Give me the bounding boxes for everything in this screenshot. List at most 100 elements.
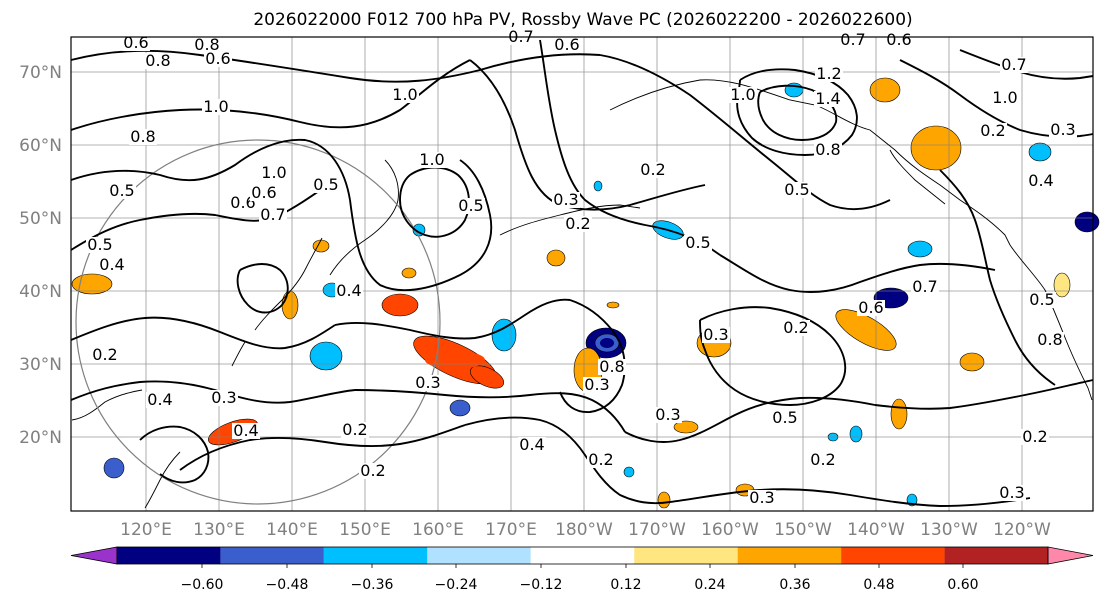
contour-label-bg [122, 35, 150, 51]
colorbar-bin [427, 547, 531, 564]
contour-label-bg [457, 198, 485, 214]
contour-label: 0.7 [840, 30, 865, 49]
lon-label: 170°E [485, 520, 537, 540]
contour-label: 0.6 [858, 298, 883, 317]
pv-contour-line [464, 416, 671, 505]
contour-label: 0.5 [313, 175, 338, 194]
contour-label-bg [748, 490, 776, 506]
contour-label-bg [86, 237, 114, 253]
contour-label: 0.4 [233, 421, 258, 440]
coastline-kamchatka [329, 159, 399, 276]
contour-label-bg [564, 216, 592, 232]
contour-label-bg [335, 283, 363, 299]
contour-label: 0.2 [980, 121, 1005, 140]
contour-label: 0.7 [1001, 55, 1026, 74]
colorbar-tick-label: 0.36 [779, 577, 810, 593]
projection-circle [75, 139, 441, 505]
anomaly-patch [907, 240, 933, 258]
contour-label-bg [1049, 122, 1077, 138]
contour-label-bg [598, 359, 626, 375]
contour-label-bg [991, 90, 1019, 106]
colorbar-bin [634, 547, 738, 564]
contour-label-bg [809, 452, 837, 468]
contour-label: 0.4 [1028, 171, 1053, 190]
pv-contour-line [624, 396, 876, 443]
contour-label-bg [814, 142, 842, 158]
contour-label-bg [202, 99, 230, 115]
contour-label: 0.2 [92, 345, 117, 364]
lon-label: 150°E [339, 520, 391, 540]
colorbar-tick-label: 0.24 [694, 577, 725, 593]
lon-label: 160°W [701, 520, 759, 540]
pv-contour-line [939, 169, 1056, 386]
contour-label: 0.8 [130, 127, 155, 146]
contour-label: 1.4 [815, 89, 840, 108]
colorbar-bin [530, 547, 635, 564]
contour-label-bg [210, 390, 238, 406]
contour-label: 0.8 [145, 51, 170, 70]
contour-label: 0.5 [109, 181, 134, 200]
anomaly-patch [890, 398, 908, 430]
colorbar-bin [841, 547, 945, 564]
colorbar [70, 546, 1094, 565]
contour-label: 0.3 [999, 483, 1024, 502]
contour-label: 0.2 [565, 214, 590, 233]
contour-label: 0.2 [588, 450, 613, 469]
colorbar-extend-max [1047, 546, 1094, 565]
contour-label: 0.5 [784, 180, 809, 199]
colorbar-bin [323, 547, 428, 564]
colorbar-outline [116, 546, 1049, 565]
pv-contour-line [719, 254, 996, 293]
pv-contour-line [539, 39, 721, 256]
pv-contour-line [559, 299, 626, 413]
contour-label: 0.5 [685, 233, 710, 252]
contour-label: 0.3 [749, 488, 774, 507]
anomaly-patch [469, 365, 505, 389]
contour-label-bg [250, 185, 278, 201]
contour-label: 1.0 [992, 88, 1017, 107]
contour-label-bg [839, 32, 867, 48]
anomaly-patch [623, 466, 635, 478]
contour-label-bg [232, 423, 260, 439]
map-panel: 0.60.81.00.80.50.40.50.20.4 0.30.40.61.00… [70, 27, 1100, 512]
contour-label: 0.2 [1022, 427, 1047, 446]
colorbar-labels: −0.60 −0.48 −0.36 −0.24 −0.12 0.12 0.24 0.36 0.4… [181, 564, 979, 593]
contour-label-bg [885, 32, 913, 48]
anomaly-patch [103, 457, 125, 479]
anomaly-patch [1074, 211, 1100, 233]
colorbar-bin [944, 547, 1048, 564]
pv-contour-line [399, 166, 470, 238]
anomaly-patch [606, 301, 620, 309]
contour-label-bg [98, 257, 126, 273]
lat-label: 30°N [19, 355, 62, 375]
pv-contour-line [179, 424, 466, 471]
colorbar-tick-label: 0.12 [610, 577, 641, 593]
contour-label: 0.2 [640, 160, 665, 179]
lon-label: 120°W [993, 520, 1051, 540]
contour-label-bg [204, 51, 232, 67]
contour-label: 0.3 [211, 388, 236, 407]
contour-label: 0.4 [519, 435, 544, 454]
coastline-alaska [609, 79, 1011, 246]
anomaly-patch [1053, 272, 1071, 298]
colorbar-tick-label: −0.36 [351, 577, 394, 593]
contour-label: 0.3 [703, 325, 728, 344]
anomaly-core [425, 351, 485, 369]
contour-label-bg [702, 327, 730, 343]
contour-label: 0.7 [912, 277, 937, 296]
anomaly-patch [869, 77, 901, 103]
contour-label-bg [518, 437, 546, 453]
anomaly-patch [1028, 142, 1052, 162]
contour-label-bg [587, 452, 615, 468]
colorbar-tick-label: −0.24 [435, 577, 478, 593]
lat-label: 70°N [19, 63, 62, 83]
contour-label-bg [814, 91, 842, 107]
pv-contour-line [599, 54, 891, 211]
lon-label: 160°E [412, 520, 464, 540]
contour-label: 0.2 [342, 420, 367, 439]
coastlines [71, 79, 1093, 509]
contour-label-bg [1036, 332, 1064, 348]
contour-label-bg [1021, 429, 1049, 445]
pv-contour-line [70, 316, 336, 350]
contour-label: 0.4 [99, 255, 124, 274]
